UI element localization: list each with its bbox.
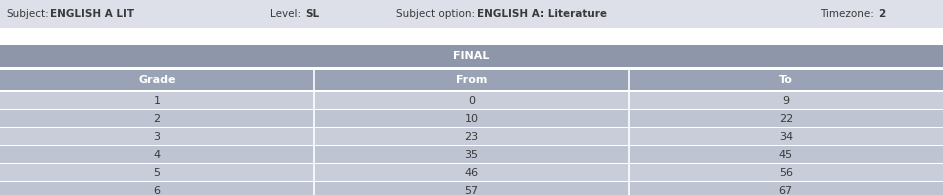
Text: ENGLISH A: Literature: ENGLISH A: Literature [477,9,607,19]
Text: 2: 2 [154,113,160,123]
Text: 0: 0 [468,96,475,105]
Text: 23: 23 [465,131,478,142]
Text: 34: 34 [779,131,793,142]
Text: 57: 57 [465,185,478,195]
Text: 5: 5 [154,168,160,177]
Text: Subject:: Subject: [6,9,49,19]
Bar [0,164,943,181]
Bar [0,92,943,109]
Text: From: From [455,75,488,85]
Text: 2: 2 [878,9,885,19]
Bar [0,110,943,127]
Bar [0,70,943,90]
Text: FINAL: FINAL [454,51,489,61]
Text: ENGLISH A LIT: ENGLISH A LIT [50,9,134,19]
Text: 35: 35 [465,150,478,160]
Text: 10: 10 [465,113,478,123]
Bar [0,128,943,145]
Text: Subject option:: Subject option: [396,9,475,19]
Text: 22: 22 [779,113,793,123]
Text: 56: 56 [779,168,793,177]
Text: 4: 4 [154,150,160,160]
Bar [0,146,943,163]
Text: Timezone:: Timezone: [820,9,874,19]
Text: Level:: Level: [270,9,301,19]
Text: 1: 1 [154,96,160,105]
Bar [0,45,943,67]
Bar [0,182,943,195]
Text: 3: 3 [154,131,160,142]
Text: 45: 45 [779,150,793,160]
Text: 46: 46 [465,168,478,177]
Text: 9: 9 [783,96,789,105]
Bar [0,0,943,28]
Text: Grade: Grade [139,75,175,85]
Text: SL: SL [305,9,319,19]
Text: 67: 67 [779,185,793,195]
Text: To: To [779,75,793,85]
Text: 6: 6 [154,185,160,195]
